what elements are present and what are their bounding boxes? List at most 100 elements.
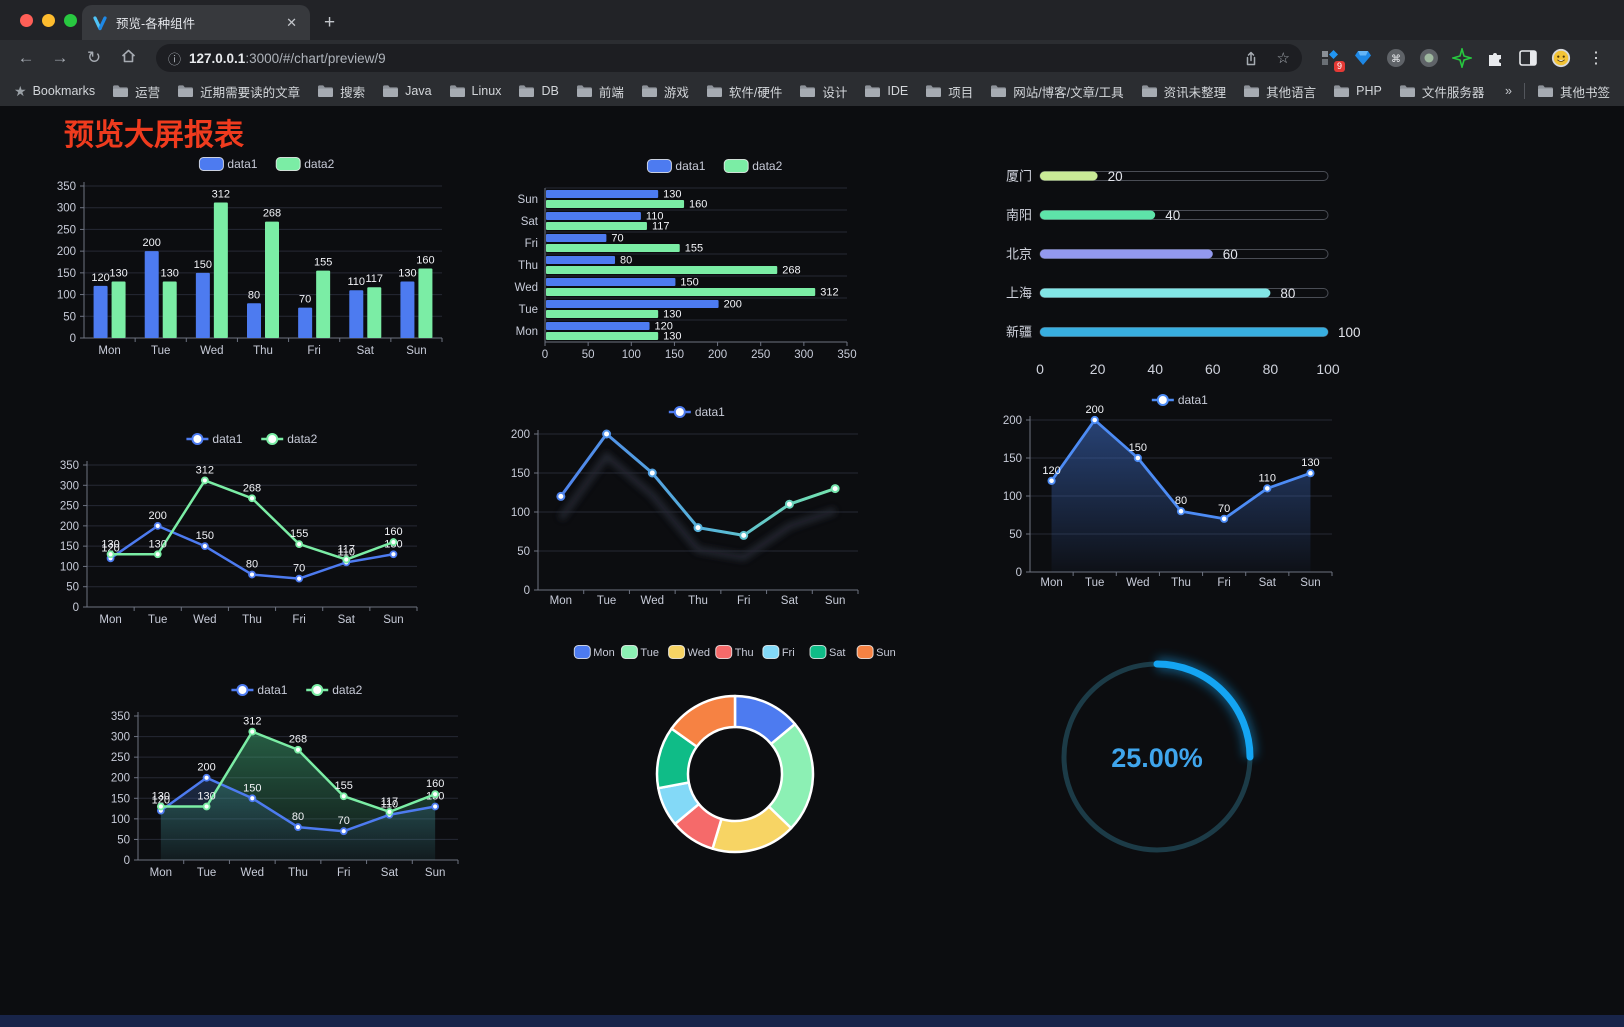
y-axis: 0 50 100 150 200 250 300 350 [57,181,442,345]
svg-text:350: 350 [837,349,856,361]
tab-title: 预览-各种组件 [116,17,196,31]
folder-icon [449,85,465,97]
home-button[interactable] [114,48,142,69]
bookmark-star-icon[interactable]: ☆ [1276,50,1290,67]
site-info-icon[interactable]: ⓘ [168,51,182,67]
gradient-line-chart: data1 0 50 100 150 200 Mon Tue Wed Thu Fri Sat Sun [500,398,875,610]
bookmark-folder[interactable]: 项目 [925,82,973,101]
folder-icon [641,85,657,97]
bookmark-folder[interactable]: IDE [864,82,908,101]
reload-button[interactable]: ↻ [86,48,102,67]
bookmark-folder[interactable]: 搜索 [317,82,365,101]
window-close-button[interactable] [20,14,33,27]
donut-pie-chart: Mon Tue Wed Thu Fri Sat Sun [553,640,918,868]
bookmark-folder[interactable]: DB [518,82,559,101]
svg-text:117: 117 [652,221,670,233]
svg-text:Tue: Tue [1085,577,1104,589]
bookmark-folder[interactable]: 运营 [112,82,160,101]
svg-text:Wed: Wed [515,282,538,294]
svg-text:60: 60 [1205,361,1221,377]
series-data1: 130 110 70 80 150 200 120 [546,189,742,333]
browser-toolbar: ← → ↻ ⓘ 127.0.0.1:3000/#/chart/preview/9… [0,40,1624,76]
profile-avatar[interactable] [1551,48,1571,68]
folder-icon [1244,85,1260,97]
bookmark-folder[interactable]: 软件/硬件 [706,82,782,101]
donut-pie-svg: Mon Tue Wed Thu Fri Sat Sun [573,645,896,854]
bookmark-folder[interactable]: 近期需要读的文章 [177,82,300,101]
svg-text:Tue: Tue [640,647,659,659]
svg-text:117: 117 [381,796,399,808]
svg-text:80: 80 [246,559,258,571]
bookmark-folder[interactable]: 设计 [799,82,847,101]
extension-grid-icon[interactable]: 9 [1320,48,1345,72]
gauge-arc [1153,660,1254,761]
svg-text:Fri: Fri [1217,577,1230,589]
other-bookmarks-folder[interactable]: 其他书签 [1537,82,1610,101]
browser-tab[interactable]: 预览-各种组件 ✕ [82,5,310,40]
svg-text:130: 130 [663,189,681,201]
folder-icon [178,85,194,97]
svg-text:100: 100 [622,349,641,361]
svg-text:80: 80 [1175,495,1187,507]
svg-text:155: 155 [335,780,353,792]
x-axis: Mon Tue Wed Thu Fri Sat Sun [150,860,459,879]
svg-text:312: 312 [820,287,838,299]
legend: data1 [1151,393,1208,407]
svg-text:350: 350 [57,181,76,193]
svg-text:200: 200 [57,246,76,258]
bookmark-folder[interactable]: 前端 [576,82,624,101]
url-text[interactable]: 127.0.0.1:3000/#/chart/preview/9 [189,51,1225,66]
back-button[interactable]: ← [17,48,35,67]
svg-text:Wed: Wed [193,614,216,626]
window-minimize-button[interactable] [42,14,55,27]
bookmark-folder[interactable]: 网站/博客/文章/工具 [990,82,1124,101]
svg-text:0: 0 [70,333,76,345]
svg-text:130: 130 [161,268,179,280]
svg-text:Sun: Sun [425,867,445,879]
svg-text:160: 160 [689,199,707,211]
bookmarks-overflow-chevron[interactable]: » [1505,84,1512,98]
bookmark-folder[interactable]: 游戏 [641,82,689,101]
folder-icon [383,85,399,97]
bookmark-folder[interactable]: 文件服务器 [1399,82,1484,101]
bookmark-folder[interactable]: Linux [449,82,501,101]
green-star-extension-icon[interactable] [1452,48,1472,68]
folder-icon [865,85,881,97]
svg-text:70: 70 [1218,503,1230,515]
svg-text:150: 150 [194,259,212,271]
window-controls[interactable] [20,14,77,27]
bookmark-folder-label: DB [541,84,559,98]
legend: data1 data2 [186,432,318,446]
bookmark-folder[interactable]: PHP [1333,82,1382,101]
bookmark-folder[interactable]: 其他语言 [1243,82,1316,101]
gauge-svg: 25.00% [1061,657,1257,853]
svg-text:200: 200 [1086,404,1104,416]
svg-text:50: 50 [517,546,530,558]
share-icon[interactable] [1243,50,1259,67]
gradient-line-svg: data1 0 50 100 150 200 Mon Tue Wed Thu Fri Sat Sun [511,405,859,607]
bookmark-folder[interactable]: 资讯未整理 [1141,82,1226,101]
tab-close-icon[interactable]: ✕ [286,14,297,30]
series-data2: 160 117 155 268 312 130 130 [546,199,839,343]
two-area-line-chart: data1 data2 0 50 100 150 200 250 300 350 Mon Tue Wed… [100,676,475,888]
y-axis: 0 50 100 150 200 [511,429,858,597]
window-maximize-button[interactable] [64,14,77,27]
new-tab-button[interactable]: + [324,12,336,33]
svg-text:110: 110 [646,211,664,223]
svg-text:100: 100 [1003,491,1022,503]
extensions-puzzle-icon[interactable] [1485,48,1505,68]
url-bar[interactable]: ⓘ 127.0.0.1:3000/#/chart/preview/9 ☆ [156,44,1302,72]
bookmarks-root[interactable]: ★ Bookmarks [14,83,95,100]
bookmark-folder-label: 设计 [822,85,848,100]
svg-text:70: 70 [299,294,311,306]
command-extension-icon[interactable]: ⌘ [1386,48,1406,68]
svg-text:312: 312 [212,189,230,201]
svg-text:200: 200 [708,349,727,361]
svg-text:250: 250 [57,224,76,236]
sidebar-toggle-icon[interactable] [1518,48,1538,68]
browser-menu-icon[interactable]: ⋮ [1588,50,1604,67]
recorder-extension-icon[interactable] [1419,48,1439,68]
gem-extension-icon[interactable] [1353,48,1373,68]
forward-button[interactable]: → [51,48,69,67]
bookmark-folder[interactable]: Java [382,82,432,101]
